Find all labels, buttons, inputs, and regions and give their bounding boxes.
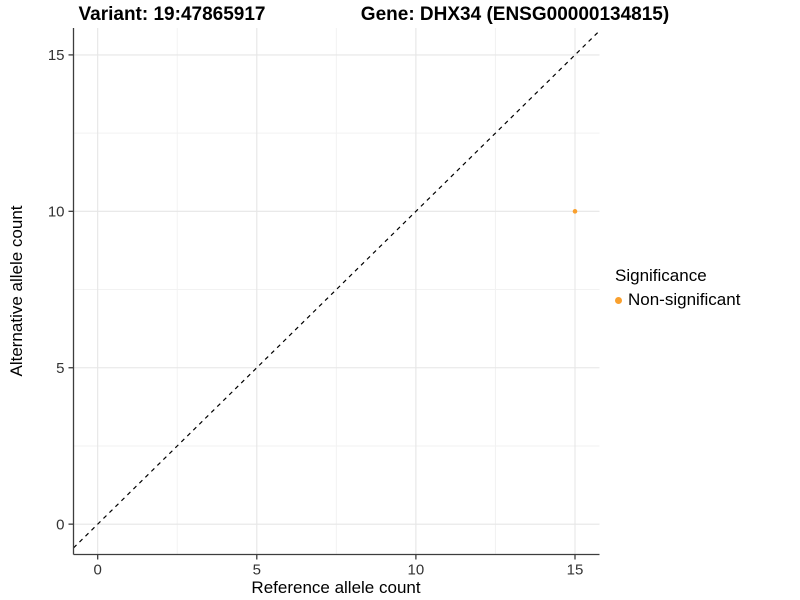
x-axis-title: Reference allele count [251, 578, 421, 597]
x-tick-label: 5 [253, 562, 261, 579]
y-tick-label: 5 [56, 360, 64, 377]
y-tick-label: 0 [56, 516, 64, 533]
legend-entry: Non-significant [615, 290, 740, 310]
x-tick-label: 10 [408, 562, 425, 579]
data-point [572, 209, 578, 214]
y-axis-title: Alternative allele count [7, 205, 26, 377]
legend-key-dot-icon [615, 296, 622, 304]
legend: Significance Non-significant [615, 266, 740, 310]
legend-entry-label: Non-significant [628, 290, 741, 309]
x-tick-label: 15 [567, 562, 584, 579]
legend-entries: Non-significant [615, 290, 740, 310]
y-tick-label: 15 [48, 47, 65, 64]
plot-title-variant: Variant: 19:47865917 [78, 4, 266, 25]
legend-title: Significance [615, 266, 707, 285]
plot-title-gene: Gene: DHX34 (ENSG00000134815) [360, 4, 670, 25]
x-tick-label: 0 [94, 562, 102, 579]
identity-reference-line [73, 30, 600, 549]
y-tick-label: 10 [48, 204, 65, 221]
